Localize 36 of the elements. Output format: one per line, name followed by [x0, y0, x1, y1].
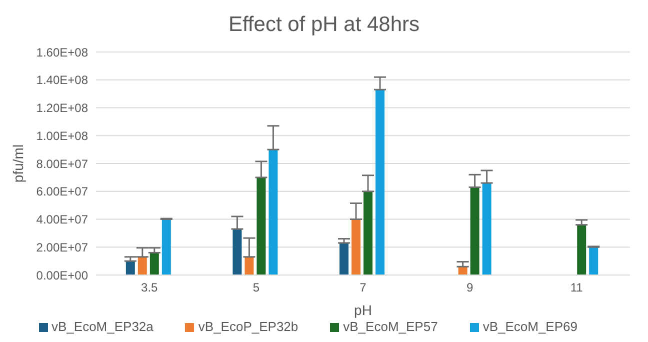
y-tick-label: 2.00E+07	[36, 240, 88, 254]
x-tick-label: 5	[252, 280, 260, 295]
bar	[232, 229, 242, 275]
x-tick-label: 11	[570, 280, 584, 295]
chart-title: Effect of pH at 48hrs	[227, 12, 421, 38]
legend-label: vB_EcoM_EP32a	[52, 319, 154, 334]
bar	[150, 252, 159, 275]
legend-label: vB_EcoM_EP69	[482, 319, 578, 334]
bar	[376, 90, 385, 275]
y-tick-label: 1.20E+08	[36, 101, 88, 116]
bar	[244, 256, 254, 275]
y-axis-title: pfu/ml	[10, 144, 26, 183]
x-tick-label: 3.5	[141, 280, 158, 295]
y-tick-label: 6.00E+07	[36, 184, 88, 199]
bar	[577, 224, 586, 275]
bar	[268, 150, 278, 275]
x-axis-title: pH	[354, 302, 372, 318]
bar	[352, 219, 361, 275]
y-tick-label: 1.60E+08	[36, 45, 88, 60]
y-tick-label: 4.00E+07	[36, 212, 88, 227]
x-tick-label: 9	[466, 280, 474, 295]
y-tick-label: 1.00E+08	[36, 128, 88, 143]
bar	[256, 177, 266, 275]
bar	[162, 219, 171, 275]
x-tick-label: 7	[360, 280, 367, 295]
bar	[364, 191, 373, 275]
legend-label: vB_EcoP_EP32b	[198, 319, 298, 334]
y-tick-label: 1.40E+08	[36, 73, 88, 88]
bar	[470, 187, 480, 275]
bar	[126, 261, 135, 275]
bar	[589, 247, 598, 275]
legend-label: vB_EcoM_EP57	[343, 319, 438, 334]
bar	[340, 242, 349, 275]
bar	[482, 183, 492, 275]
y-tick-label: 8.00E+07	[36, 156, 88, 171]
y-tick-label: 0.00E+00	[36, 268, 88, 282]
